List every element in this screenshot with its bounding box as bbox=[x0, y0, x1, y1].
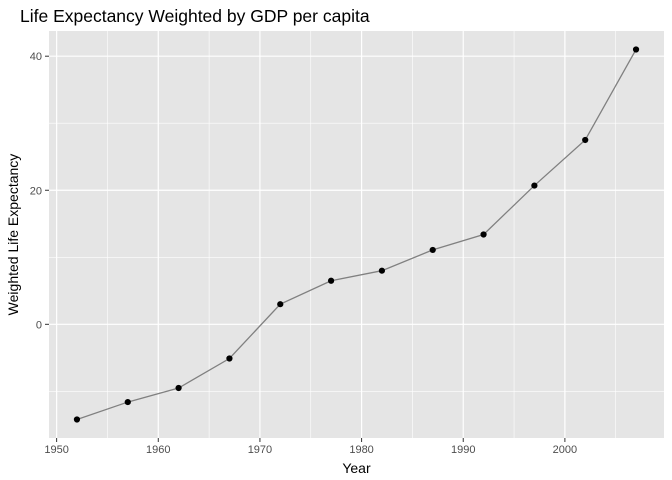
series-layer bbox=[73, 46, 640, 423]
data-point bbox=[378, 267, 386, 274]
data-point bbox=[480, 231, 487, 238]
series-line bbox=[76, 49, 637, 421]
y-tick-label: 40 bbox=[30, 51, 42, 63]
data-point bbox=[632, 46, 640, 53]
chart-title: Life Expectancy Weighted by GDP per capi… bbox=[20, 6, 370, 26]
x-tick-label: 2000 bbox=[553, 444, 577, 456]
x-tick-label: 1950 bbox=[44, 444, 68, 456]
ticks-layer: 1950 1960 1970 1980 1990 2000 0 20 40 bbox=[30, 51, 577, 456]
data-point bbox=[73, 416, 81, 423]
data-point bbox=[531, 182, 538, 189]
data-point bbox=[429, 246, 436, 254]
x-tick-label: 1990 bbox=[451, 444, 475, 456]
x-axis-title: Year bbox=[342, 460, 371, 476]
plot-panel bbox=[49, 31, 664, 438]
data-point bbox=[582, 136, 589, 144]
data-point bbox=[226, 355, 233, 362]
x-tick-label: 1960 bbox=[146, 444, 170, 456]
data-point bbox=[277, 301, 284, 308]
data-point bbox=[175, 384, 182, 392]
data-point bbox=[327, 277, 335, 284]
x-tick-label: 1970 bbox=[248, 444, 272, 456]
y-axis-title: Weighted Life Expectancy bbox=[5, 154, 21, 316]
data-point bbox=[124, 398, 131, 406]
grid-layer bbox=[49, 31, 664, 438]
y-tick-label: 0 bbox=[36, 319, 42, 331]
y-tick-label: 20 bbox=[30, 185, 42, 197]
x-tick-label: 1980 bbox=[349, 444, 373, 456]
